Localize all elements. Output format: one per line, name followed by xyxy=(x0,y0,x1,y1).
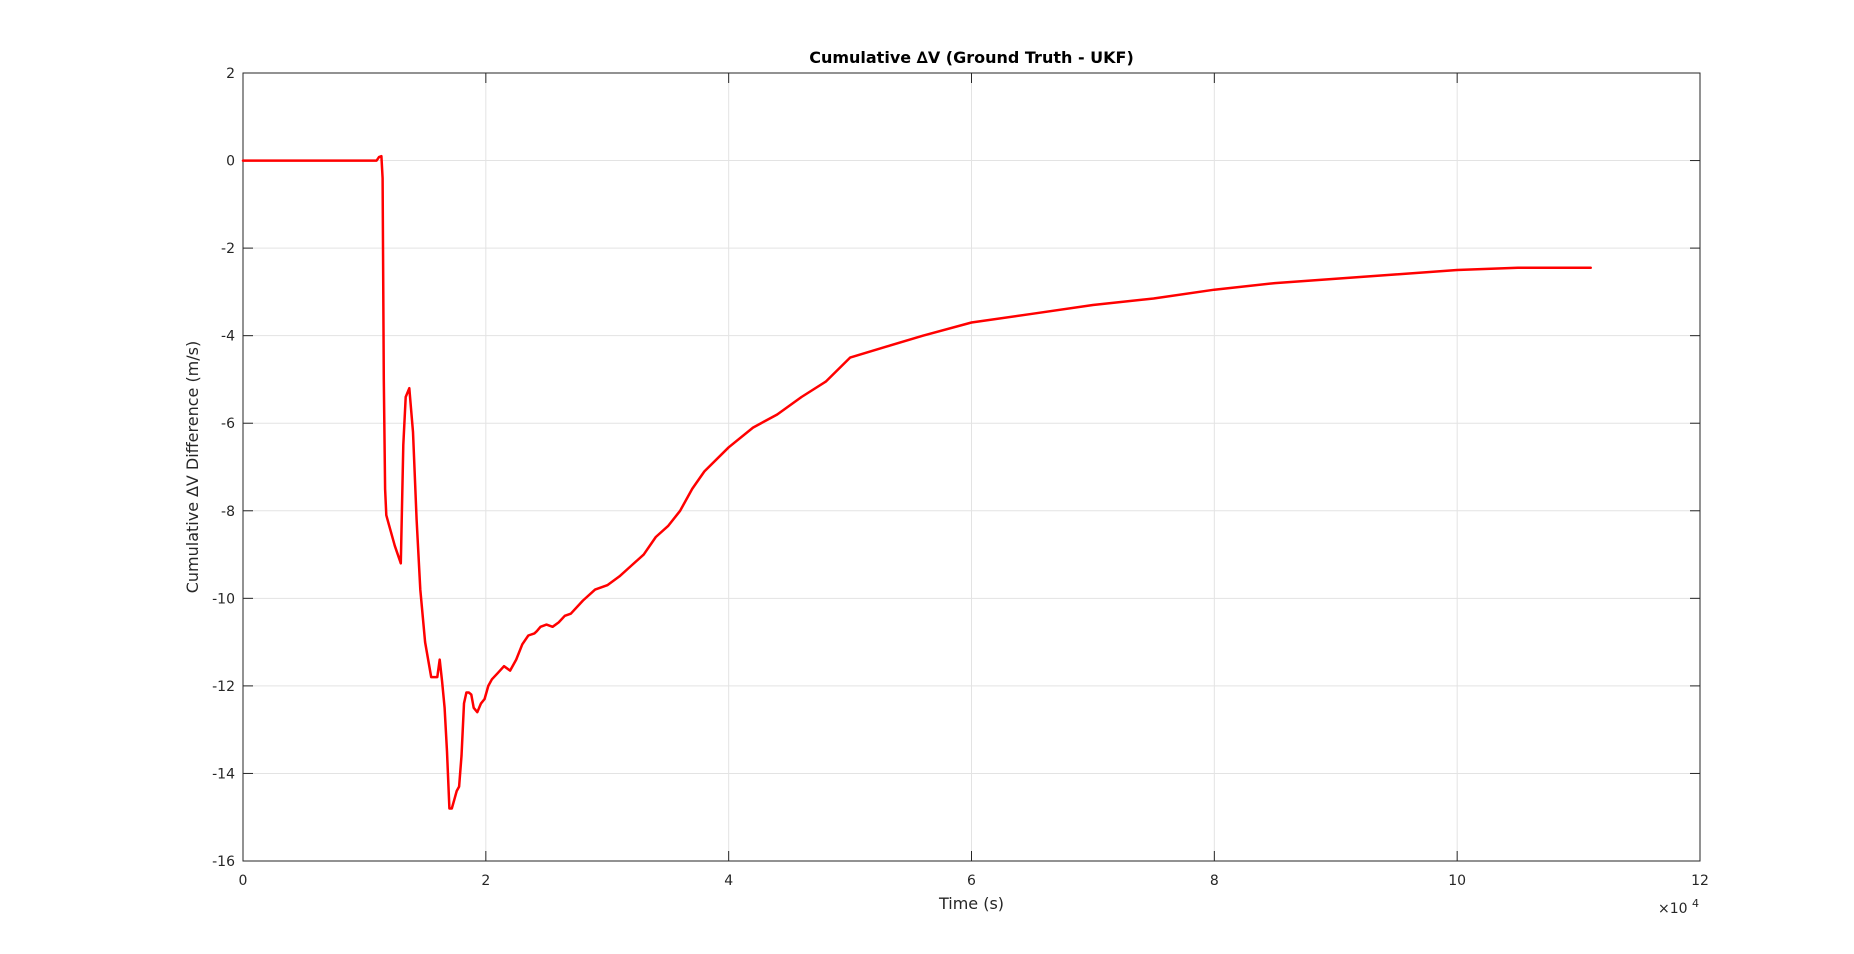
x-tick-label: 8 xyxy=(1210,873,1219,889)
y-tick-label: -6 xyxy=(221,416,235,432)
y-axis-label: Cumulative ∆V Difference (m/s) xyxy=(183,341,202,594)
y-tick-label: -4 xyxy=(221,329,235,345)
y-tick-label: -8 xyxy=(221,504,235,520)
y-tick-label: -2 xyxy=(221,241,235,257)
x-tick-label: 6 xyxy=(967,873,976,889)
x-axis-label: Time (s) xyxy=(938,894,1004,913)
y-tick-label: -14 xyxy=(212,766,235,782)
x-axis-exponent-base: ×10 xyxy=(1658,901,1688,917)
x-tick-label: 10 xyxy=(1448,873,1466,889)
x-tick-label: 12 xyxy=(1691,873,1709,889)
series-line xyxy=(241,154,1592,810)
x-tick-label: 4 xyxy=(724,873,733,889)
y-tick-label: -16 xyxy=(212,854,235,870)
y-tick-label: -10 xyxy=(212,591,235,607)
series xyxy=(241,154,1592,810)
x-tick-label: 0 xyxy=(239,873,248,889)
ticks: 0 2 4 6 8 10 12 2 0 -2 -4 -6 -8 -10 -12 -14 -16 xyxy=(212,66,1709,889)
x-axis-exponent-power: 4 xyxy=(1692,897,1699,910)
y-tick-label: 2 xyxy=(226,66,235,82)
y-tick-label: -12 xyxy=(212,679,235,695)
y-tick-label: 0 xyxy=(226,154,235,170)
x-tick-label: 2 xyxy=(481,873,490,889)
chart-title: Cumulative ∆V (Ground Truth - UKF) xyxy=(809,48,1134,67)
x-axis-exponent: ×10 4 xyxy=(1658,897,1699,917)
